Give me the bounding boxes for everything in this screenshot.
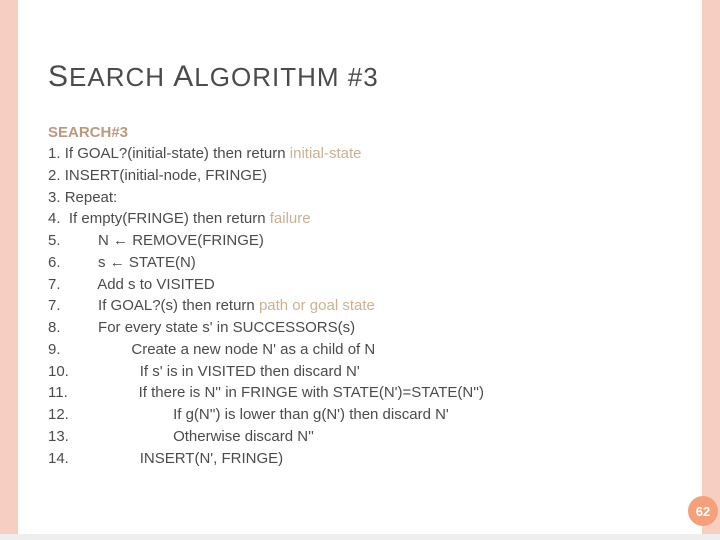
line-number: 9. — [48, 341, 61, 358]
algo-line: 11. If there is N'' in FRINGE with STATE… — [48, 382, 672, 404]
line-text: If g(N'') is lower than g(N') then disca… — [173, 406, 449, 423]
line-number: 3. — [48, 189, 61, 206]
line-number: 7. — [48, 297, 61, 314]
algo-line: 6. s ← STATE(N) — [48, 252, 672, 274]
line-number: 5. — [48, 232, 61, 249]
line-text: If GOAL?(s) then return — [98, 297, 259, 314]
line-number: 2. — [48, 167, 61, 184]
line-number: 8. — [48, 319, 61, 336]
line-text: INSERT(initial-node, FRINGE) — [65, 167, 267, 184]
line-number: 4. — [48, 210, 61, 227]
bottom-bar — [0, 534, 720, 540]
slide-body: SEARCH ALGORITHM #3 SEARCH#3 1. If GOAL?… — [18, 0, 702, 540]
algo-line: 14. INSERT(N', FRINGE) — [48, 448, 672, 470]
sidebar-accent-left — [0, 0, 18, 540]
algo-line: 7. Add s to VISITED — [48, 274, 672, 296]
algo-line: 12. If g(N'') is lower than g(N') then d… — [48, 404, 672, 426]
algo-line: 2. INSERT(initial-node, FRINGE) — [48, 165, 672, 187]
algo-line: 3. Repeat: — [48, 187, 672, 209]
algo-line: 9. Create a new node N' as a child of N — [48, 339, 672, 361]
sidebar-accent-right — [702, 0, 720, 540]
line-number: 13. — [48, 428, 69, 445]
slide-title: SEARCH ALGORITHM #3 — [48, 60, 672, 94]
line-number: 11. — [48, 384, 68, 401]
line-text: s ← STATE(N) — [98, 254, 196, 271]
line-number: 1. — [48, 145, 61, 162]
line-text: If s' is in VISITED then discard N' — [140, 363, 360, 380]
title-suffix: #3 — [340, 62, 379, 92]
title-rest-2: LGORITHM — [194, 62, 339, 92]
line-number: 14. — [48, 450, 69, 467]
line-number: 10. — [48, 363, 69, 380]
line-number: 6. — [48, 254, 61, 271]
algo-line: 13. Otherwise discard N'' — [48, 426, 672, 448]
line-text: For every state s' in SUCCESSORS(s) — [98, 319, 355, 336]
line-highlight: initial-state — [290, 145, 362, 162]
line-highlight: path or goal state — [259, 297, 375, 314]
line-text: If empty(FRINGE) then return — [65, 210, 270, 227]
algo-line: 7. If GOAL?(s) then return path or goal … — [48, 295, 672, 317]
line-text: Add s to VISITED — [97, 276, 215, 293]
algorithm-lines: 1. If GOAL?(initial-state) then return i… — [48, 143, 672, 469]
line-number: 7. — [48, 276, 61, 293]
line-text: INSERT(N', FRINGE) — [140, 450, 283, 467]
algo-line: 1. If GOAL?(initial-state) then return i… — [48, 143, 672, 165]
line-text: If GOAL?(initial-state) then return — [65, 145, 290, 162]
line-text: Repeat: — [65, 189, 118, 206]
line-text: Otherwise discard N'' — [173, 428, 314, 445]
algo-line: 4. If empty(FRINGE) then return failure — [48, 208, 672, 230]
line-text: N ← REMOVE(FRINGE) — [98, 232, 264, 249]
algo-line: 8. For every state s' in SUCCESSORS(s) — [48, 317, 672, 339]
page-number-badge: 62 — [688, 496, 718, 526]
title-cap-2: A — [173, 60, 194, 93]
title-cap-1: S — [48, 60, 69, 93]
line-text: If there is N'' in FRINGE with STATE(N')… — [139, 384, 484, 401]
line-text: Create a new node N' as a child of N — [131, 341, 375, 358]
line-number: 12. — [48, 406, 69, 423]
line-highlight: failure — [270, 210, 311, 227]
title-rest-1: EARCH — [69, 62, 165, 92]
algo-line: 5. N ← REMOVE(FRINGE) — [48, 230, 672, 252]
algo-line: 10. If s' is in VISITED then discard N' — [48, 361, 672, 383]
algorithm-heading: SEARCH#3 — [48, 124, 672, 141]
